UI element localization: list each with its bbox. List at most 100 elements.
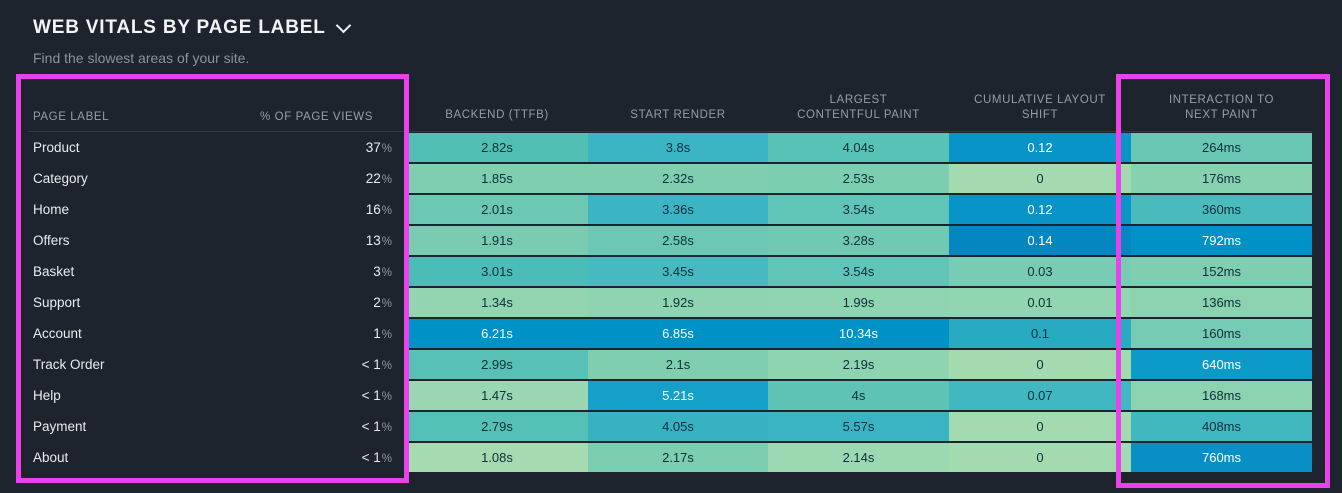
web-vitals-table: PAGE LABEL % OF PAGE VIEWS BACKEND (TTFB…: [28, 76, 1312, 473]
cell-backend-ttfb[interactable]: 1.34s: [406, 288, 588, 317]
page-label: Category: [33, 171, 88, 186]
column-header-page-views: % OF PAGE VIEWS: [260, 111, 373, 123]
page-views-value: < 1%: [361, 450, 392, 465]
cell-cumulative-layout-shift[interactable]: 0.1: [949, 319, 1131, 348]
cell-cumulative-layout-shift[interactable]: 0: [949, 412, 1131, 441]
cell-cumulative-layout-shift[interactable]: 0.12: [949, 195, 1131, 224]
page-label: About: [33, 450, 69, 465]
page-label: Home: [33, 202, 70, 217]
cell-backend-ttfb[interactable]: 1.85s: [406, 164, 588, 193]
page-views-value: 1%: [373, 326, 392, 341]
cell-backend-ttfb[interactable]: 1.91s: [406, 226, 588, 255]
page-views-value: < 1%: [361, 419, 392, 434]
page-label: Product: [33, 140, 80, 155]
chevron-down-icon[interactable]: [335, 17, 351, 33]
cell-largest-contentful-paint[interactable]: 1.99s: [768, 288, 949, 317]
column-header-largest-contentful-paint: LARGEST CONTENTFUL PAINT: [797, 94, 920, 122]
cell-interaction-to-next-paint[interactable]: 792ms: [1131, 226, 1312, 255]
column-header-backend-ttfb: BACKEND (TTFB): [445, 109, 549, 122]
table-row[interactable]: Support 2% 1.34s 1.92s 1.99s 0.01 136ms: [28, 287, 1312, 318]
page-views-value: 22%: [365, 171, 392, 186]
cell-backend-ttfb[interactable]: 2.01s: [406, 195, 588, 224]
cell-largest-contentful-paint[interactable]: 2.14s: [768, 443, 949, 472]
cell-cumulative-layout-shift[interactable]: 0.03: [949, 257, 1131, 286]
table-row[interactable]: Track Order < 1% 2.99s 2.1s 2.19s 0 640ms: [28, 349, 1312, 380]
row-label-cell: Account 1%: [28, 318, 406, 349]
cell-backend-ttfb[interactable]: 1.47s: [406, 381, 588, 410]
cell-largest-contentful-paint[interactable]: 4.04s: [768, 133, 949, 162]
page-label: Payment: [33, 419, 87, 434]
cell-cumulative-layout-shift[interactable]: 0.12: [949, 133, 1131, 162]
cell-largest-contentful-paint[interactable]: 2.19s: [768, 350, 949, 379]
row-label-cell: Product 37%: [28, 132, 406, 163]
cell-start-render[interactable]: 2.17s: [588, 443, 768, 472]
cell-backend-ttfb[interactable]: 1.08s: [406, 443, 588, 472]
cell-interaction-to-next-paint[interactable]: 408ms: [1131, 412, 1312, 441]
column-header-interaction-to-next-paint: INTERACTION TO NEXT PAINT: [1168, 94, 1275, 122]
cell-interaction-to-next-paint[interactable]: 264ms: [1131, 133, 1312, 162]
cell-start-render[interactable]: 3.36s: [588, 195, 768, 224]
table-row[interactable]: Product 37% 2.82s 3.8s 4.04s 0.12 264ms: [28, 132, 1312, 163]
page-label: Track Order: [33, 357, 105, 372]
cell-start-render[interactable]: 6.85s: [588, 319, 768, 348]
cell-backend-ttfb[interactable]: 2.79s: [406, 412, 588, 441]
cell-backend-ttfb[interactable]: 2.99s: [406, 350, 588, 379]
page-views-value: 37%: [365, 140, 392, 155]
cell-interaction-to-next-paint[interactable]: 360ms: [1131, 195, 1312, 224]
column-header-cumulative-layout-shift: CUMULATIVE LAYOUT SHIFT: [974, 94, 1106, 122]
cell-interaction-to-next-paint[interactable]: 640ms: [1131, 350, 1312, 379]
column-header-page-label: PAGE LABEL: [33, 111, 110, 123]
table-row[interactable]: About < 1% 1.08s 2.17s 2.14s 0 760ms: [28, 442, 1312, 473]
cell-start-render[interactable]: 1.92s: [588, 288, 768, 317]
cell-cumulative-layout-shift[interactable]: 0.14: [949, 226, 1131, 255]
cell-interaction-to-next-paint[interactable]: 152ms: [1131, 257, 1312, 286]
cell-largest-contentful-paint[interactable]: 4s: [768, 381, 949, 410]
table-row[interactable]: Category 22% 1.85s 2.32s 2.53s 0 176ms: [28, 163, 1312, 194]
cell-largest-contentful-paint[interactable]: 2.53s: [768, 164, 949, 193]
table-row[interactable]: Help < 1% 1.47s 5.21s 4s 0.07 168ms: [28, 380, 1312, 411]
cell-interaction-to-next-paint[interactable]: 136ms: [1131, 288, 1312, 317]
cell-largest-contentful-paint[interactable]: 3.54s: [768, 257, 949, 286]
table-row[interactable]: Payment < 1% 2.79s 4.05s 5.57s 0 408ms: [28, 411, 1312, 442]
cell-backend-ttfb[interactable]: 2.82s: [406, 133, 588, 162]
page-label: Offers: [33, 233, 70, 248]
cell-cumulative-layout-shift[interactable]: 0.07: [949, 381, 1131, 410]
table-row[interactable]: Home 16% 2.01s 3.36s 3.54s 0.12 360ms: [28, 194, 1312, 225]
page-views-value: 13%: [365, 233, 392, 248]
cell-backend-ttfb[interactable]: 3.01s: [406, 257, 588, 286]
cell-cumulative-layout-shift[interactable]: 0: [949, 164, 1131, 193]
cell-interaction-to-next-paint[interactable]: 168ms: [1131, 381, 1312, 410]
cell-start-render[interactable]: 2.58s: [588, 226, 768, 255]
table-header-row: PAGE LABEL % OF PAGE VIEWS BACKEND (TTFB…: [28, 76, 1312, 132]
cell-start-render[interactable]: 2.1s: [588, 350, 768, 379]
cell-start-render[interactable]: 4.05s: [588, 412, 768, 441]
cell-largest-contentful-paint[interactable]: 3.28s: [768, 226, 949, 255]
cell-largest-contentful-paint[interactable]: 3.54s: [768, 195, 949, 224]
row-label-cell: Home 16%: [28, 194, 406, 225]
cell-largest-contentful-paint[interactable]: 10.34s: [768, 319, 949, 348]
page-views-value: < 1%: [361, 357, 392, 372]
cell-interaction-to-next-paint[interactable]: 160ms: [1131, 319, 1312, 348]
table-row[interactable]: Account 1% 6.21s 6.85s 10.34s 0.1 160ms: [28, 318, 1312, 349]
cell-start-render[interactable]: 3.8s: [588, 133, 768, 162]
cell-start-render[interactable]: 5.21s: [588, 381, 768, 410]
cell-cumulative-layout-shift[interactable]: 0.01: [949, 288, 1131, 317]
cell-interaction-to-next-paint[interactable]: 176ms: [1131, 164, 1312, 193]
cell-start-render[interactable]: 3.45s: [588, 257, 768, 286]
page-views-value: 16%: [365, 202, 392, 217]
cell-cumulative-layout-shift[interactable]: 0: [949, 443, 1131, 472]
table-row[interactable]: Basket 3% 3.01s 3.45s 3.54s 0.03 152ms: [28, 256, 1312, 287]
cell-interaction-to-next-paint[interactable]: 760ms: [1131, 443, 1312, 472]
cell-backend-ttfb[interactable]: 6.21s: [406, 319, 588, 348]
row-label-cell: Track Order < 1%: [28, 349, 406, 380]
row-label-cell: Help < 1%: [28, 380, 406, 411]
cell-largest-contentful-paint[interactable]: 5.57s: [768, 412, 949, 441]
table-row[interactable]: Offers 13% 1.91s 2.58s 3.28s 0.14 792ms: [28, 225, 1312, 256]
page-label: Help: [33, 388, 61, 403]
row-label-cell: Support 2%: [28, 287, 406, 318]
row-label-cell: Category 22%: [28, 163, 406, 194]
cell-start-render[interactable]: 2.32s: [588, 164, 768, 193]
panel-subtitle: Find the slowest areas of your site.: [33, 50, 250, 66]
panel-title-row: WEB VITALS BY PAGE LABEL: [33, 17, 351, 39]
cell-cumulative-layout-shift[interactable]: 0: [949, 350, 1131, 379]
